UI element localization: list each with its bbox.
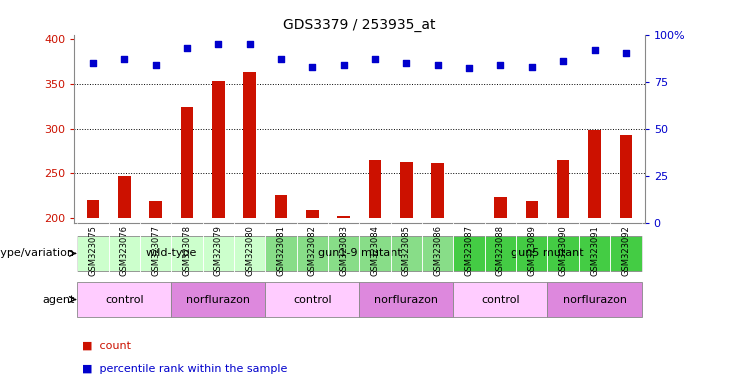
Bar [328,35,359,223]
Point [463,65,475,71]
Bar [453,35,485,223]
Text: GSM323089: GSM323089 [528,225,536,276]
Point [620,50,632,56]
Text: GSM323077: GSM323077 [151,225,160,276]
Text: GSM323091: GSM323091 [590,225,599,276]
Text: control: control [105,295,144,305]
Bar [557,160,569,218]
Text: norflurazon: norflurazon [374,295,439,305]
Bar [485,35,516,223]
Bar [77,35,109,223]
Text: ■  count: ■ count [82,341,130,351]
Point [400,60,412,66]
Text: GSM323083: GSM323083 [339,225,348,276]
Text: wild-type: wild-type [145,248,197,258]
Bar [77,236,265,271]
Bar [494,197,507,218]
Bar [109,35,140,223]
Bar [453,236,642,271]
Text: GSM323082: GSM323082 [308,225,317,276]
Bar [234,35,265,223]
Bar [548,282,642,317]
Bar [453,282,548,317]
Text: GSM323078: GSM323078 [182,225,191,276]
Text: GSM323090: GSM323090 [559,225,568,276]
Point [213,41,225,47]
Point [526,63,538,70]
Point [244,41,256,47]
Text: GSM323080: GSM323080 [245,225,254,276]
Bar [619,135,632,218]
Text: genotype/variation: genotype/variation [0,248,75,258]
Text: GSM323085: GSM323085 [402,225,411,276]
Bar [118,176,130,218]
Point [307,63,319,70]
Bar [337,215,350,218]
Point [275,56,287,62]
Point [150,61,162,68]
Text: gun1-9 mutant: gun1-9 mutant [317,248,402,258]
Bar [202,35,234,223]
Point [369,56,381,62]
Bar [181,107,193,218]
Text: control: control [481,295,519,305]
Bar [171,282,265,317]
Bar [265,35,296,223]
Bar [150,201,162,218]
Text: agent: agent [42,295,75,305]
Bar [243,72,256,218]
Text: GSM323076: GSM323076 [120,225,129,276]
Text: GSM323088: GSM323088 [496,225,505,276]
Bar [400,162,413,218]
Text: GSM323079: GSM323079 [214,225,223,276]
Point [338,61,350,68]
Point [119,56,130,62]
Bar [391,35,422,223]
Point [432,61,444,68]
Text: GSM323086: GSM323086 [433,225,442,276]
Text: GSM323081: GSM323081 [276,225,285,276]
Bar [548,35,579,223]
Bar [579,35,610,223]
Bar [610,35,642,223]
Bar [171,35,202,223]
Bar [422,35,453,223]
Text: GSM323075: GSM323075 [88,225,97,276]
Bar [525,201,538,218]
Bar [212,81,225,218]
Bar [588,131,601,218]
Bar [265,282,359,317]
Bar [140,35,171,223]
Bar [87,200,99,218]
Text: GSM323084: GSM323084 [370,225,379,276]
Bar [431,163,444,218]
Bar [77,282,171,317]
Bar [265,236,453,271]
Text: control: control [293,295,332,305]
Point [588,46,600,53]
Text: GSM323087: GSM323087 [465,225,473,276]
Bar [359,282,453,317]
Bar [369,160,382,218]
Point [494,61,506,68]
Bar [296,35,328,223]
Text: ■  percentile rank within the sample: ■ percentile rank within the sample [82,364,287,374]
Text: gun5 mutant: gun5 mutant [511,248,584,258]
Point [87,60,99,66]
Text: GSM323092: GSM323092 [622,225,631,276]
Bar [359,35,391,223]
Bar [516,35,548,223]
Text: norflurazon: norflurazon [562,295,626,305]
Text: norflurazon: norflurazon [186,295,250,305]
Title: GDS3379 / 253935_at: GDS3379 / 253935_at [283,18,436,32]
Bar [275,195,288,218]
Point [557,58,569,64]
Point [181,45,193,51]
Bar [306,210,319,218]
